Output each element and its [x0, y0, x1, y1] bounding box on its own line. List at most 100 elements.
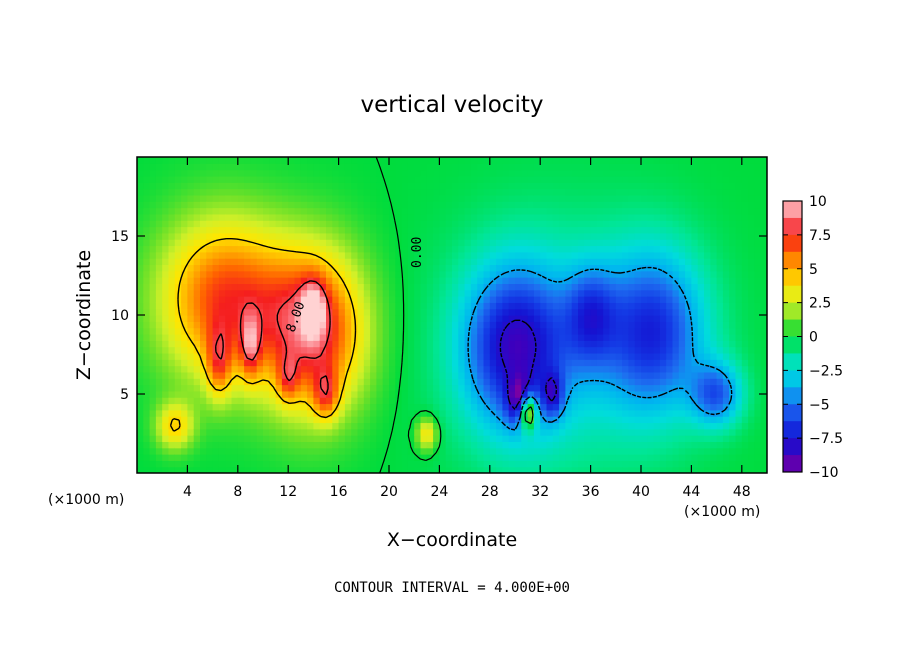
heatmap-cell [218, 441, 226, 449]
heatmap-cell [628, 315, 636, 322]
heatmap-cell [168, 296, 176, 303]
heatmap-cell [678, 308, 686, 316]
heatmap-cell [559, 226, 566, 234]
heatmap-cell [237, 321, 245, 329]
heatmap-cell [200, 157, 207, 164]
heatmap-cell [521, 327, 529, 335]
heatmap-cell [137, 264, 144, 272]
heatmap-cell [678, 460, 686, 468]
heatmap-cell [748, 460, 755, 468]
heatmap-cell [704, 302, 711, 310]
heatmap-cell [496, 194, 503, 202]
heatmap-cell [307, 384, 314, 392]
heatmap-cell [748, 302, 755, 310]
heatmap-cell [452, 175, 459, 183]
heatmap-cell [729, 384, 737, 392]
heatmap-cell [741, 182, 749, 190]
heatmap-cell [691, 466, 699, 473]
heatmap-cell [615, 232, 623, 240]
heatmap-cell [748, 390, 755, 398]
heatmap-cell [760, 340, 767, 348]
heatmap-cell [521, 409, 529, 417]
heatmap-cell [149, 302, 157, 310]
heatmap-cell [288, 460, 296, 468]
heatmap-cell [294, 371, 302, 379]
heatmap-cell [376, 201, 384, 209]
heatmap-cell [439, 422, 447, 430]
heatmap-cell [571, 308, 579, 316]
heatmap-cell [603, 454, 611, 461]
heatmap-cell [615, 390, 623, 398]
heatmap-cell [300, 163, 308, 171]
heatmap-cell [407, 226, 415, 234]
heatmap-cell [137, 296, 144, 303]
heatmap-cell [344, 466, 352, 473]
heatmap-cell [363, 251, 371, 259]
heatmap-cell [596, 213, 604, 221]
heatmap-cell [571, 232, 579, 240]
heatmap-cell [678, 428, 686, 436]
heatmap-cell [288, 308, 296, 316]
heatmap-cell [193, 220, 201, 228]
heatmap-cell [338, 296, 346, 303]
heatmap-cell [420, 384, 428, 392]
heatmap-cell [622, 390, 629, 398]
heatmap-cell [552, 321, 560, 329]
heatmap-cell [565, 447, 573, 455]
heatmap-cell [433, 283, 440, 291]
heatmap-cell [250, 194, 258, 202]
heatmap-cell [351, 220, 359, 228]
heatmap-cell [319, 188, 327, 196]
heatmap-cell [628, 239, 636, 247]
heatmap-cell [244, 182, 251, 190]
heatmap-cell [527, 352, 535, 360]
heatmap-cell [168, 182, 176, 190]
heatmap-cell [155, 157, 163, 164]
heatmap-cell [685, 207, 692, 215]
heatmap-cell [628, 454, 636, 461]
heatmap-cell [647, 163, 655, 171]
heatmap-cell [332, 245, 340, 253]
heatmap-cell [326, 346, 333, 354]
heatmap-cell [691, 245, 699, 253]
heatmap-cell [363, 194, 371, 202]
heatmap-cell [174, 340, 182, 348]
heatmap-cell [672, 384, 680, 392]
heatmap-cell [326, 239, 333, 247]
heatmap-cell [357, 251, 365, 259]
heatmap-cell [395, 409, 403, 417]
heatmap-cell [263, 194, 270, 202]
heatmap-cell [571, 378, 579, 386]
heatmap-cell [754, 397, 762, 405]
heatmap-cell [143, 435, 151, 442]
heatmap-cell [483, 428, 491, 436]
heatmap-cell [685, 371, 692, 379]
heatmap-cell [389, 201, 396, 209]
heatmap-cell [307, 359, 314, 367]
heatmap-cell [250, 352, 258, 360]
heatmap-cell [313, 289, 321, 297]
heatmap-cell [748, 251, 755, 259]
heatmap-cell [571, 359, 579, 367]
heatmap-cell [628, 466, 636, 473]
heatmap-cell [729, 270, 737, 278]
heatmap-cell [590, 264, 598, 272]
heatmap-cell [609, 188, 617, 196]
heatmap-cell [622, 302, 629, 310]
heatmap-cell [263, 264, 270, 272]
heatmap-cell [414, 239, 422, 247]
heatmap-cell [225, 390, 233, 398]
heatmap-cell [540, 315, 548, 322]
heatmap-cell [452, 447, 459, 455]
heatmap-cell [168, 239, 176, 247]
heatmap-cell [370, 289, 377, 297]
heatmap-cell [716, 340, 724, 348]
heatmap-cell [672, 289, 680, 297]
heatmap-cell [540, 188, 548, 196]
heatmap-cell [596, 441, 604, 449]
heatmap-cell [376, 213, 384, 221]
heatmap-cell [256, 245, 264, 253]
heatmap-cell [515, 296, 522, 303]
heatmap-cell [496, 308, 503, 316]
heatmap-cell [741, 340, 749, 348]
